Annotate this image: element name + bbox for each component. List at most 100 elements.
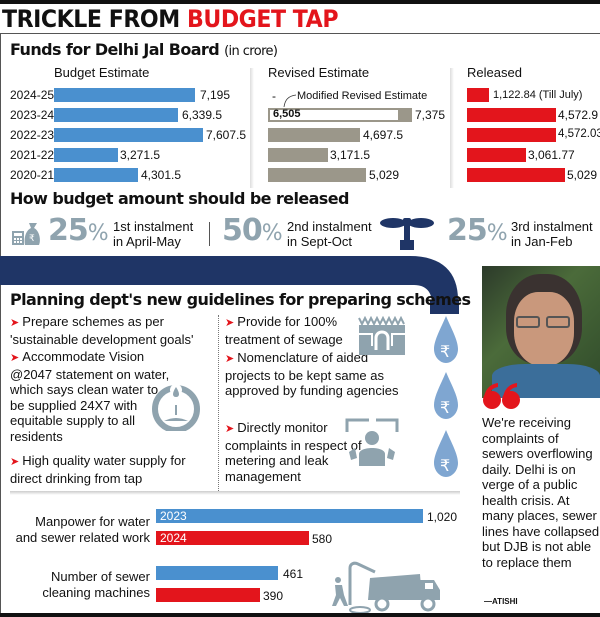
page-title: TRICKLE FROM BUDGET TAP xyxy=(2,5,339,33)
guideline-left-2: ➤ Accommodate Vision @2047 statement on … xyxy=(10,349,170,444)
released-bar-2020-21 xyxy=(467,168,565,182)
release-heading: How budget amount should be released xyxy=(10,189,349,208)
funds-heading: Funds for Delhi Jal Board (in crore) xyxy=(10,40,278,59)
top-rule xyxy=(0,0,600,4)
title-black: TRICKLE FROM xyxy=(2,5,180,33)
quote-attribution: —ATISHI xyxy=(484,597,518,606)
portrait-photo xyxy=(482,266,600,398)
glasses-left xyxy=(516,316,540,328)
portrait-face xyxy=(514,292,574,366)
manpower-bar-2024: 2024 xyxy=(156,531,309,545)
guideline-right-2: ➤ Nomenclature of aided projects to be k… xyxy=(225,350,399,398)
arrow-bullet-icon: ➤ xyxy=(10,317,23,329)
budget-value: 7,607.5 xyxy=(206,128,247,142)
budget-bar-2020-21 xyxy=(54,168,138,182)
revised-value: 7,375 xyxy=(415,108,446,122)
instalment-3-percent: 25% xyxy=(447,213,508,248)
instalment-1-percent: 25% xyxy=(48,213,109,248)
section-shadow xyxy=(10,491,460,495)
guideline-left-3: ➤ High quality water supply for direct d… xyxy=(10,453,186,486)
arrow-bullet-icon: ➤ xyxy=(10,352,23,364)
revised-estimate-label: Revised Estimate xyxy=(268,65,370,80)
bottom-rule xyxy=(0,613,600,617)
arrow-bullet-icon: ➤ xyxy=(225,423,238,435)
budget-bar-2024-25 xyxy=(54,88,195,102)
water-pipe-tap-icon xyxy=(0,218,458,312)
modified-revised-value: 6,505 xyxy=(273,108,301,120)
machines-bar-2024 xyxy=(156,588,260,602)
legend-2023: 2023 xyxy=(160,509,187,523)
complaint-monitor-icon xyxy=(345,418,399,466)
released-bar-2024-25 xyxy=(467,88,489,102)
budget-value: 6,339.5 xyxy=(182,108,223,122)
budget-value: 3,271.5 xyxy=(120,148,161,162)
machines-2024-value: 390 xyxy=(263,589,284,603)
manpower-2023-value: 1,020 xyxy=(427,510,458,524)
released-label: Released xyxy=(467,65,522,80)
arrow-bullet-icon: ➤ xyxy=(10,456,23,468)
title-red: BUDGET TAP xyxy=(186,5,339,33)
revised-value: 5,029 xyxy=(369,168,400,182)
instalment-2-text: 2nd instalment in Sept-Oct xyxy=(287,219,372,249)
released-bar-2023-24 xyxy=(467,108,556,122)
svg-text:₹: ₹ xyxy=(440,398,450,417)
column-separator xyxy=(250,68,254,188)
revised-value: 3,171.5 xyxy=(330,148,371,162)
modified-revised-label: Modified Revised Estimate xyxy=(297,90,428,102)
sewer-cleaning-truck-icon xyxy=(332,561,440,614)
machines-bar-2023 xyxy=(156,566,278,580)
funds-unit: (in crore) xyxy=(224,44,278,59)
budget-bar-2023-24 xyxy=(54,108,178,122)
manpower-label: Manpower for water and sewer related work xyxy=(15,514,150,545)
released-value: 4,572.03 xyxy=(558,128,600,140)
revised-bar-2021-22 xyxy=(268,148,328,162)
guideline-right-1: ➤ Provide for 100% treatment of sewage xyxy=(225,314,343,347)
year-label: 2021-22 xyxy=(10,148,55,162)
arrow-bullet-icon: ➤ xyxy=(225,353,238,365)
quote-text: We're receiving complaints of sewers ove… xyxy=(482,415,600,570)
sewage-treatment-icon xyxy=(358,316,405,355)
budget-value: 7,195 xyxy=(200,88,231,102)
year-label: 2022-23 xyxy=(10,128,55,142)
svg-text:₹: ₹ xyxy=(29,234,35,244)
instalment-1-text: 1st instalment in April-May xyxy=(113,219,194,249)
funds-heading-text: Funds for Delhi Jal Board xyxy=(10,40,220,59)
year-label: 2024-25 xyxy=(10,88,55,102)
year-label: 2023-24 xyxy=(10,108,55,122)
budget-bar-2021-22 xyxy=(54,148,118,162)
released-value: 3,061.77 xyxy=(528,148,575,162)
legend-2024: 2024 xyxy=(160,531,187,545)
guidelines-heading: Planning dept's new guidelines for prepa… xyxy=(10,290,471,309)
year-label: 2020-21 xyxy=(10,168,55,182)
water-drop-ring-icon xyxy=(152,385,200,431)
released-value: 1,122.84 (Till July) xyxy=(493,89,583,101)
released-value: 4,572.9 xyxy=(558,108,599,122)
instalment-2-percent: 50% xyxy=(222,213,283,248)
machines-label: Number of sewer cleaning machines xyxy=(42,569,150,600)
guideline-right-3: ➤ Directly monitor complaints in respect… xyxy=(225,420,362,484)
rupee-drop-icon: ₹ xyxy=(434,372,458,419)
svg-text:₹: ₹ xyxy=(440,456,450,475)
rupee-drop-icon: ₹ xyxy=(434,316,458,363)
revised-bar-2022-23 xyxy=(268,128,360,142)
arrow-bullet-icon: ➤ xyxy=(225,317,238,329)
quote-mark-icon xyxy=(483,383,520,409)
released-bar-2022-23 xyxy=(467,128,556,142)
instalment-divider xyxy=(209,222,210,246)
machines-2023-value: 461 xyxy=(283,567,304,581)
manpower-bar-2023: 2023 xyxy=(156,509,423,523)
instalment-3-text: 3rd instalment in Jan-Feb xyxy=(511,219,593,249)
revised-value: 4,697.5 xyxy=(363,128,404,142)
annotation-pointer-icon xyxy=(283,94,297,108)
guidelines-divider xyxy=(218,315,219,491)
released-value: 5,029 xyxy=(567,168,598,182)
tap-nozzle xyxy=(430,300,459,314)
manpower-2024-value: 580 xyxy=(312,532,333,546)
guideline-left-1: ➤ Prepare schemes as per 'sustainable de… xyxy=(10,314,194,347)
glasses-right xyxy=(546,316,570,328)
column-separator xyxy=(450,68,454,188)
money-bag-calculator-icon: ₹ xyxy=(12,223,40,245)
budget-estimate-label: Budget Estimate xyxy=(54,65,150,80)
rupee-drop-icon: ₹ xyxy=(434,430,458,477)
svg-text:₹: ₹ xyxy=(440,342,450,361)
